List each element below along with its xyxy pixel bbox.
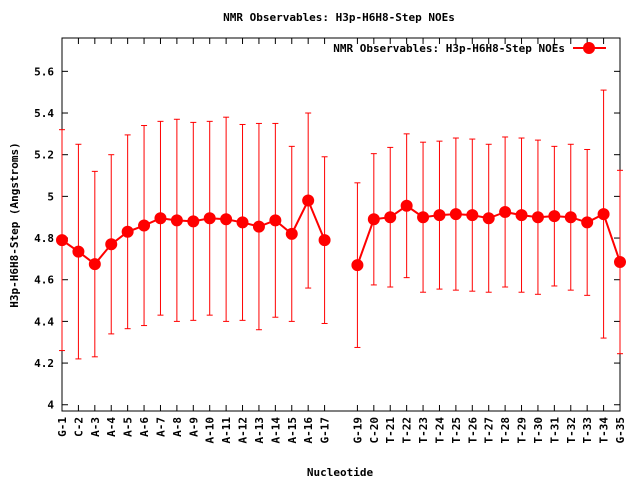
x-tick-label: T-33	[581, 417, 594, 444]
data-point	[269, 214, 282, 227]
y-tick-label: 4.6	[34, 274, 54, 287]
data-point	[597, 208, 610, 221]
data-point	[614, 256, 626, 269]
x-tick-label: A-16	[302, 417, 315, 444]
data-point	[220, 213, 233, 226]
x-tick-label: T-23	[417, 417, 430, 444]
data-point	[105, 238, 118, 251]
x-tick-label: T-22	[401, 417, 414, 444]
x-tick-label: G-19	[351, 417, 364, 444]
x-tick-label: A-15	[286, 417, 299, 444]
data-point	[367, 213, 380, 226]
x-tick-label: A-8	[171, 417, 184, 437]
x-tick-label: G-35	[614, 417, 627, 444]
x-tick-label: A-5	[122, 417, 135, 437]
x-tick-label: C-20	[368, 417, 381, 444]
data-point	[466, 209, 479, 222]
y-tick-label: 4.4	[34, 315, 54, 328]
x-tick-label: T-31	[548, 417, 561, 444]
data-point	[318, 234, 331, 247]
x-tick-label: A-4	[105, 417, 118, 437]
data-point	[203, 212, 216, 225]
data-point	[564, 211, 577, 224]
y-tick-label: 4.2	[34, 357, 54, 370]
x-tick-label: C-2	[72, 417, 85, 437]
y-tick-label: 5	[47, 190, 54, 203]
x-tick-label: T-27	[483, 417, 496, 444]
data-point	[515, 209, 528, 222]
data-point	[56, 234, 68, 247]
data-point	[285, 227, 298, 240]
x-tick-label: G-1	[56, 417, 69, 437]
x-tick-label: T-34	[598, 417, 611, 444]
data-point	[252, 220, 265, 233]
data-point	[154, 212, 167, 225]
data-point	[417, 211, 430, 224]
series-lines	[61, 198, 621, 266]
data-point	[72, 245, 85, 258]
data-point	[433, 209, 446, 222]
data-point	[449, 208, 462, 221]
x-axis-label: Nucleotide	[307, 466, 374, 479]
x-tick-label: T-21	[384, 417, 397, 444]
data-point	[236, 216, 249, 229]
x-tick-label: A-6	[138, 417, 151, 437]
data-point	[548, 210, 561, 223]
x-tick-label: T-30	[532, 417, 545, 444]
x-tick-label: T-26	[466, 417, 479, 444]
x-tick-label: T-28	[499, 417, 512, 444]
data-point	[531, 211, 544, 224]
chart-title: NMR Observables: H3p-H6H8-Step NOEs	[223, 11, 455, 24]
data-point	[138, 219, 151, 232]
data-point	[121, 225, 134, 238]
x-tick-label: G-17	[319, 417, 332, 444]
data-point	[499, 205, 512, 218]
x-tick-label: A-7	[154, 417, 167, 437]
data-point	[581, 216, 594, 229]
data-point	[170, 214, 183, 227]
data-point	[88, 258, 101, 271]
legend: NMR Observables: H3p-H6H8-Step NOEs	[333, 42, 606, 55]
y-tick-label: 4	[47, 399, 54, 412]
x-tick-label: A-9	[187, 417, 200, 437]
legend-label: NMR Observables: H3p-H6H8-Step NOEs	[333, 42, 565, 55]
data-point	[302, 194, 315, 207]
x-tick-label: A-11	[220, 417, 233, 444]
x-tick-label: T-24	[433, 417, 446, 444]
x-tick-label: A-13	[253, 417, 266, 444]
data-point	[482, 212, 495, 225]
x-tick-label: T-32	[565, 417, 578, 444]
x-tick-label: A-12	[237, 417, 250, 444]
x-tick-label: A-10	[204, 417, 217, 444]
y-axis-label: H3p-H6H8-Step (Angstroms)	[8, 142, 21, 308]
x-axis: G-1 C-2 A-3 A-4 A-5 A-6 A-7 A-8 A-9 A-10 A-11 A-12 A…	[56, 38, 627, 444]
data-points	[56, 194, 626, 272]
x-tick-label: T-25	[450, 417, 463, 444]
legend-marker	[583, 42, 595, 54]
data-point	[187, 215, 200, 228]
y-tick-label: 5.6	[34, 65, 54, 78]
y-tick-label: 5.4	[34, 107, 54, 120]
x-tick-label: T-29	[516, 417, 529, 444]
data-point	[400, 199, 413, 212]
y-tick-label: 4.8	[34, 232, 54, 245]
y-axis: 4 4.2 4.4 4.6 4.8 5 5.2 5.4 5.6	[34, 65, 620, 412]
x-tick-label: A-3	[89, 417, 102, 437]
y-tick-label: 5.2	[34, 149, 54, 162]
x-tick-label: A-14	[269, 417, 282, 444]
data-point	[384, 211, 397, 224]
data-point	[351, 259, 364, 272]
